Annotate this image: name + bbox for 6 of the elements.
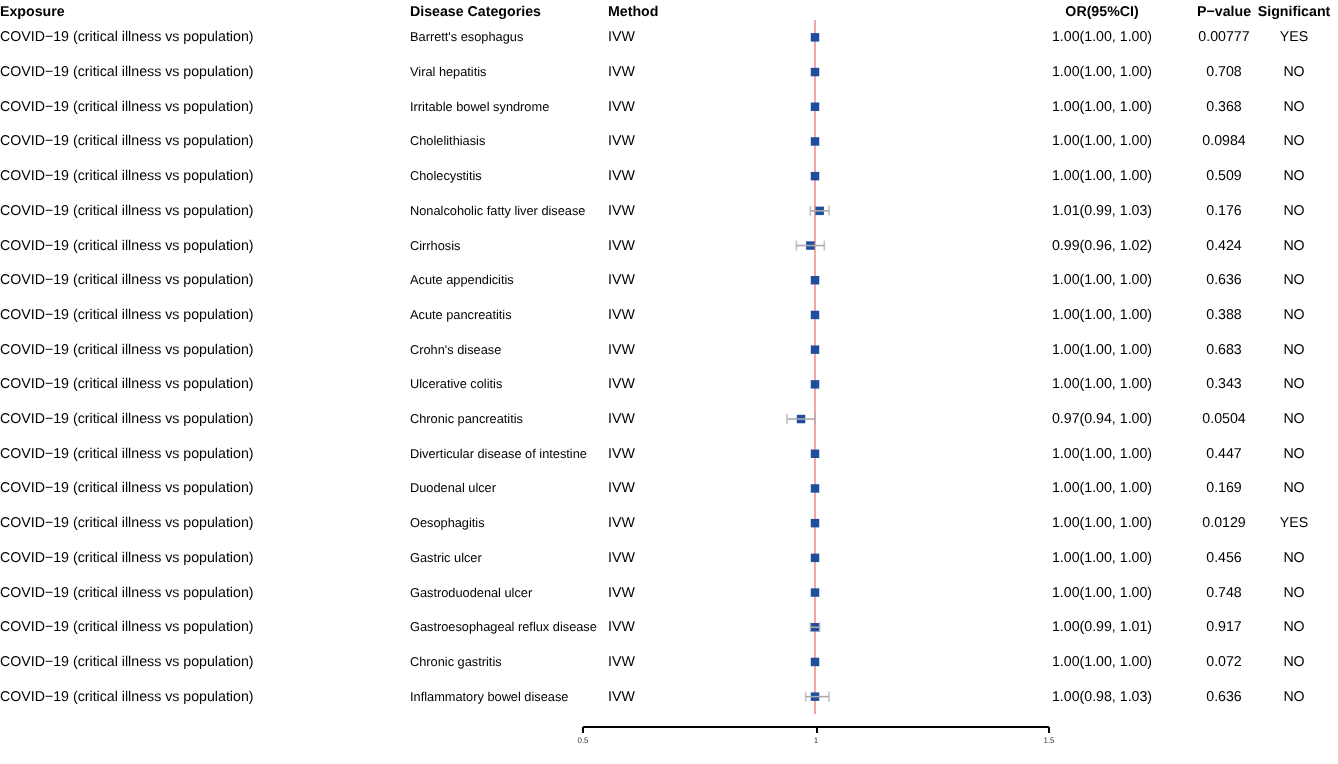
point [810, 345, 820, 354]
point [810, 33, 820, 42]
point [810, 484, 820, 493]
point [810, 137, 820, 146]
point [810, 588, 820, 597]
point [810, 380, 820, 389]
